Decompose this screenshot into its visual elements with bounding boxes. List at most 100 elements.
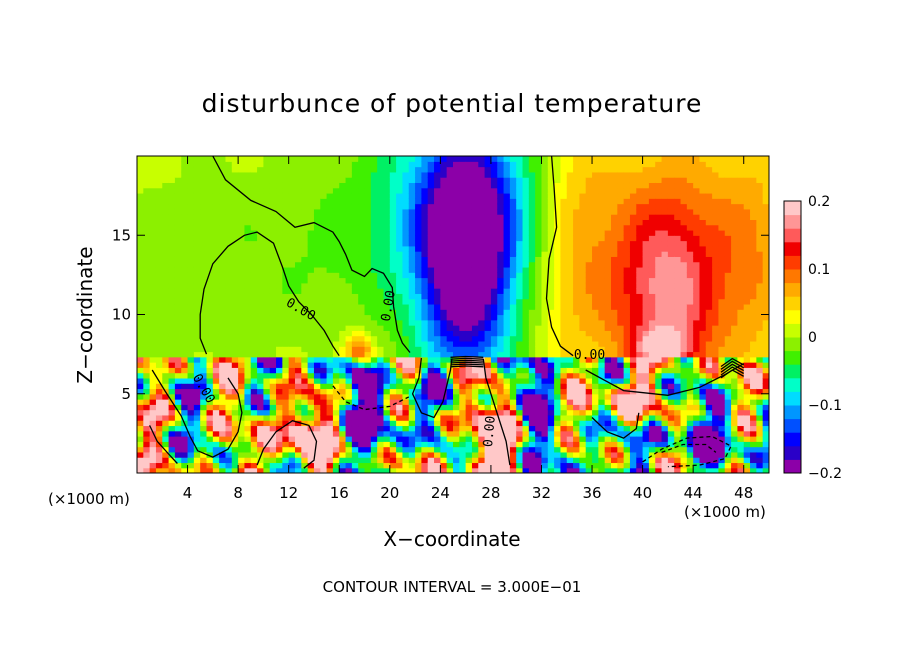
heatmap-cell bbox=[143, 325, 151, 331]
heatmap-cell bbox=[149, 335, 157, 342]
heatmap-cell bbox=[370, 282, 378, 289]
heatmap-cell bbox=[396, 325, 404, 331]
heatmap-cell bbox=[503, 203, 511, 210]
heatmap-cell bbox=[332, 346, 340, 353]
heatmap-cell bbox=[225, 446, 233, 453]
heatmap-cell bbox=[560, 203, 568, 210]
heatmap-cell bbox=[554, 256, 562, 263]
heatmap-cell bbox=[389, 325, 397, 331]
heatmap-cell bbox=[535, 430, 543, 437]
heatmap-cell bbox=[231, 277, 239, 284]
heatmap-cell bbox=[313, 330, 321, 337]
heatmap-cell bbox=[257, 457, 264, 464]
heatmap-cell bbox=[200, 388, 208, 395]
heatmap-cell bbox=[434, 346, 441, 353]
heatmap-cell bbox=[345, 388, 353, 395]
heatmap-cell bbox=[465, 224, 473, 231]
heatmap-cell bbox=[225, 293, 233, 300]
heatmap-cell bbox=[471, 303, 479, 310]
heatmap-cell bbox=[446, 208, 454, 215]
heatmap-cell bbox=[370, 430, 378, 437]
heatmap-cell bbox=[282, 261, 290, 268]
heatmap-cell bbox=[168, 330, 176, 337]
heatmap-cell bbox=[383, 214, 391, 220]
heatmap-cell bbox=[611, 293, 618, 300]
heatmap-cell bbox=[358, 192, 366, 199]
heatmap-cell bbox=[383, 256, 391, 263]
heatmap-cell bbox=[490, 436, 498, 442]
heatmap-cell bbox=[225, 187, 233, 194]
heatmap-cell bbox=[250, 309, 258, 316]
heatmap-cell bbox=[490, 203, 498, 210]
heatmap-cell bbox=[364, 303, 372, 310]
heatmap-cell bbox=[478, 330, 486, 337]
heatmap-cell bbox=[446, 309, 454, 316]
heatmap-cell bbox=[623, 282, 631, 289]
heatmap-cell bbox=[636, 187, 644, 194]
heatmap-cell bbox=[547, 214, 555, 220]
heatmap-cell bbox=[604, 298, 612, 305]
heatmap-cell bbox=[295, 161, 302, 168]
heatmap-cell bbox=[611, 335, 618, 342]
heatmap-cell bbox=[604, 335, 612, 342]
heatmap-cell bbox=[560, 319, 568, 326]
heatmap-cell bbox=[244, 245, 252, 252]
heatmap-cell bbox=[313, 420, 321, 427]
heatmap-cell bbox=[579, 393, 587, 400]
heatmap-cell bbox=[566, 372, 574, 379]
heatmap-cell bbox=[471, 430, 479, 437]
heatmap-cell bbox=[301, 420, 309, 427]
heatmap-cell bbox=[396, 187, 404, 194]
heatmap-cell bbox=[238, 314, 246, 321]
heatmap-cell bbox=[168, 467, 176, 473]
heatmap-cell bbox=[307, 177, 315, 184]
heatmap-cell bbox=[623, 235, 631, 242]
heatmap-cell bbox=[282, 393, 290, 400]
heatmap-cell bbox=[193, 420, 201, 427]
heatmap-cell bbox=[219, 272, 227, 279]
heatmap-cell bbox=[269, 166, 277, 173]
heatmap-cell bbox=[225, 208, 233, 215]
heatmap-cell bbox=[592, 356, 599, 363]
heatmap-cell bbox=[497, 462, 505, 469]
heatmap-cell bbox=[427, 340, 435, 347]
heatmap-cell bbox=[604, 367, 612, 374]
heatmap-cell bbox=[446, 156, 454, 162]
heatmap-cell bbox=[604, 377, 612, 384]
heatmap-cell bbox=[377, 298, 385, 305]
heatmap-cell bbox=[642, 372, 650, 379]
heatmap-cell bbox=[573, 256, 580, 263]
heatmap-cell bbox=[547, 251, 555, 257]
heatmap-cell bbox=[244, 166, 252, 173]
heatmap-cell bbox=[598, 171, 606, 178]
heatmap-cell bbox=[200, 330, 208, 337]
heatmap-cell bbox=[427, 256, 435, 263]
heatmap-cell bbox=[629, 161, 637, 168]
heatmap-cell bbox=[560, 229, 568, 236]
heatmap-cell bbox=[503, 372, 511, 379]
heatmap-cell bbox=[636, 409, 644, 416]
heatmap-cell bbox=[231, 399, 239, 405]
heatmap-cell bbox=[465, 372, 473, 379]
heatmap-cell bbox=[408, 261, 416, 268]
heatmap-cell bbox=[573, 367, 580, 374]
heatmap-cell bbox=[149, 404, 157, 411]
heatmap-cell bbox=[579, 314, 587, 321]
heatmap-cell bbox=[313, 451, 321, 458]
heatmap-cell bbox=[200, 177, 208, 184]
heatmap-cell bbox=[200, 399, 208, 405]
heatmap-cell bbox=[187, 309, 195, 316]
heatmap-cell bbox=[389, 156, 397, 162]
heatmap-cell bbox=[244, 420, 252, 427]
heatmap-cell bbox=[440, 340, 448, 347]
heatmap-cell bbox=[282, 293, 290, 300]
heatmap-cell bbox=[592, 457, 599, 464]
heatmap-cell bbox=[490, 362, 498, 368]
heatmap-cell bbox=[642, 282, 650, 289]
heatmap-cell bbox=[313, 192, 321, 199]
heatmap-cell bbox=[408, 156, 416, 162]
heatmap-cell bbox=[370, 420, 378, 427]
heatmap-cell bbox=[313, 446, 321, 453]
heatmap-cell bbox=[415, 457, 422, 464]
heatmap-cell bbox=[629, 319, 637, 326]
